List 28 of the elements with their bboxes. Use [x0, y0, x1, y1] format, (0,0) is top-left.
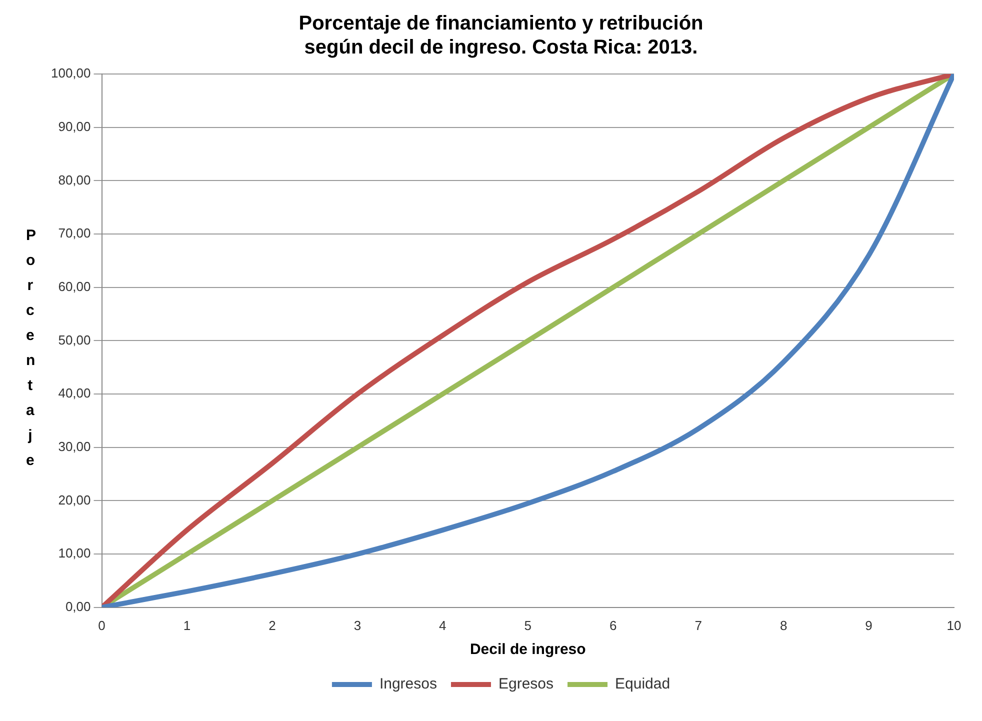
y-tick-label: 50,00 — [58, 332, 91, 348]
x-tick-label: 10 — [946, 618, 962, 633]
y-tick-label: 90,00 — [58, 118, 91, 134]
y-tick-label: 10,00 — [58, 546, 91, 561]
y-tick-label: 40,00 — [58, 386, 91, 401]
x-tick-label: 7 — [694, 618, 702, 633]
y-tick-label: 60,00 — [58, 278, 91, 294]
x-axis-title: Decil de ingreso — [470, 641, 586, 658]
x-tick-label: 5 — [524, 618, 532, 633]
legend-label: Equidad — [615, 676, 670, 693]
chart-title: Porcentaje de financiamiento y retribución según decil de ingreso. Costa Rica: 2013. — [298, 12, 704, 59]
x-tick-label: 8 — [780, 618, 788, 633]
x-tick-label: 0 — [98, 618, 106, 633]
x-tick-label: 4 — [439, 618, 446, 633]
legend-label: Egresos — [498, 676, 554, 693]
y-tick-label: 0,00 — [65, 598, 91, 614]
y-tick-label: 70,00 — [58, 226, 91, 241]
legend-label: Ingresos — [379, 676, 437, 693]
y-tick-label: 20,00 — [58, 492, 91, 508]
y-tick-label: 100,00 — [50, 66, 91, 81]
x-tick-label: 2 — [268, 618, 276, 633]
y-tick-label: 80,00 — [58, 172, 91, 188]
y-tick-label: 30,00 — [58, 438, 91, 454]
x-tick-label: 9 — [865, 618, 872, 633]
text: Porcentaje — [26, 227, 36, 469]
x-tick-label: 6 — [609, 618, 617, 633]
x-tick-label: 3 — [354, 618, 362, 633]
x-tick-label: 1 — [183, 618, 191, 633]
